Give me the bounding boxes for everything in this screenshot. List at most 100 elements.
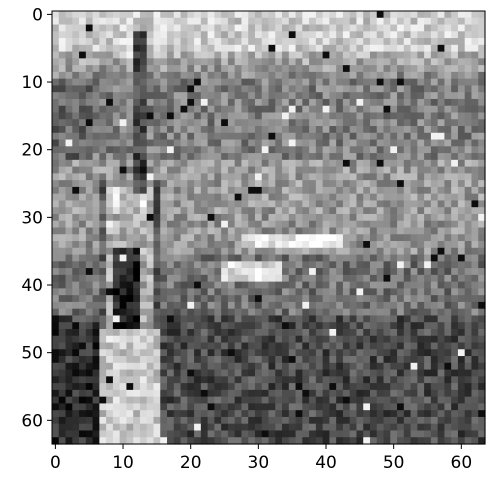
heatmap-cell bbox=[139, 112, 148, 120]
heatmap-cell bbox=[410, 85, 418, 93]
heatmap-cell bbox=[167, 92, 175, 100]
heatmap-cell bbox=[160, 180, 168, 188]
heatmap-cell bbox=[363, 274, 371, 283]
heatmap-cell bbox=[254, 322, 263, 330]
heatmap-cell bbox=[187, 315, 195, 323]
heatmap-cell bbox=[322, 322, 330, 330]
heatmap-cell bbox=[478, 369, 486, 377]
heatmap-cell bbox=[160, 416, 168, 425]
heatmap-cell bbox=[451, 146, 459, 154]
heatmap-cell bbox=[167, 200, 175, 208]
heatmap-cell bbox=[390, 220, 398, 229]
heatmap-cell bbox=[99, 193, 107, 202]
heatmap-cell bbox=[390, 11, 398, 19]
heatmap-cell bbox=[322, 342, 330, 350]
heatmap-cell bbox=[119, 342, 128, 350]
heatmap-cell bbox=[478, 17, 486, 26]
heatmap-cell bbox=[444, 78, 452, 87]
heatmap-cell bbox=[288, 261, 297, 269]
heatmap-cell bbox=[417, 98, 425, 107]
heatmap-cell bbox=[52, 58, 60, 66]
heatmap-cell bbox=[424, 71, 432, 80]
heatmap-cell bbox=[471, 220, 479, 229]
heatmap-cell bbox=[349, 220, 358, 229]
heatmap-cell bbox=[167, 159, 175, 168]
heatmap-cell bbox=[153, 180, 161, 188]
heatmap-cell bbox=[72, 146, 80, 154]
heatmap-cell bbox=[282, 423, 290, 432]
heatmap-cell bbox=[451, 268, 459, 276]
heatmap-cell bbox=[397, 65, 405, 73]
heatmap-cell bbox=[79, 17, 87, 26]
heatmap-cell bbox=[417, 119, 425, 127]
heatmap-cell bbox=[376, 92, 385, 100]
heatmap-cell bbox=[349, 416, 358, 425]
heatmap-cell bbox=[126, 281, 134, 289]
heatmap-cell bbox=[79, 423, 87, 432]
heatmap-cell bbox=[180, 349, 188, 357]
heatmap-cell bbox=[85, 315, 94, 323]
heatmap-cell bbox=[160, 383, 168, 391]
heatmap-cell bbox=[99, 213, 107, 222]
heatmap-cell bbox=[221, 301, 229, 310]
heatmap-cell bbox=[464, 173, 473, 181]
heatmap-cell bbox=[349, 58, 358, 66]
heatmap-cell bbox=[180, 295, 188, 303]
heatmap-cell bbox=[79, 51, 87, 59]
x-tick-label: 30 bbox=[248, 453, 270, 473]
heatmap-cell bbox=[173, 328, 182, 337]
heatmap-cell bbox=[58, 288, 67, 296]
heatmap-cell bbox=[65, 44, 73, 53]
heatmap-cell bbox=[376, 51, 385, 59]
heatmap-cell bbox=[464, 193, 473, 202]
heatmap-cell bbox=[79, 220, 87, 229]
heatmap-cell bbox=[173, 58, 182, 66]
heatmap-cell bbox=[376, 342, 385, 350]
heatmap-cell bbox=[430, 274, 439, 283]
heatmap-cell bbox=[173, 410, 182, 418]
heatmap-cell bbox=[85, 200, 94, 208]
heatmap-cell bbox=[309, 159, 317, 168]
heatmap-cell bbox=[85, 376, 94, 384]
heatmap-cell bbox=[254, 105, 263, 114]
heatmap-cell bbox=[187, 416, 195, 425]
heatmap-cell bbox=[85, 254, 94, 262]
heatmap-cell bbox=[248, 65, 256, 73]
heatmap-cell bbox=[322, 268, 330, 276]
heatmap-cell bbox=[315, 173, 324, 181]
heatmap-cell bbox=[390, 119, 398, 127]
heatmap-cell bbox=[79, 65, 87, 73]
heatmap-cell bbox=[397, 132, 405, 141]
heatmap-cell bbox=[471, 31, 479, 39]
heatmap-cell bbox=[194, 44, 202, 53]
heatmap-cell bbox=[336, 227, 344, 235]
heatmap-cell bbox=[437, 180, 446, 188]
heatmap-cell bbox=[478, 24, 486, 32]
heatmap-cell bbox=[390, 31, 398, 39]
heatmap-cell bbox=[315, 44, 324, 53]
heatmap-cell bbox=[369, 24, 378, 32]
heatmap-cell bbox=[315, 200, 324, 208]
heatmap-cell bbox=[214, 234, 222, 242]
heatmap-cell bbox=[329, 403, 337, 411]
heatmap-cell bbox=[457, 44, 466, 53]
heatmap-cell bbox=[160, 71, 168, 80]
heatmap-cell bbox=[403, 200, 412, 208]
heatmap-cell bbox=[349, 98, 358, 107]
heatmap-cell bbox=[329, 132, 337, 141]
heatmap-cell bbox=[214, 180, 222, 188]
heatmap-cell bbox=[52, 241, 60, 249]
heatmap-cell bbox=[275, 139, 283, 147]
heatmap-cell bbox=[437, 24, 446, 32]
heatmap-cell bbox=[363, 430, 371, 438]
heatmap-cell bbox=[336, 166, 344, 174]
heatmap-cell bbox=[302, 65, 310, 73]
heatmap-cell bbox=[133, 383, 141, 391]
heatmap-cell bbox=[464, 403, 473, 411]
heatmap-cell bbox=[410, 24, 418, 32]
heatmap-cell bbox=[173, 396, 182, 405]
heatmap-cell bbox=[241, 186, 249, 195]
heatmap-cell bbox=[146, 396, 155, 405]
heatmap-cell bbox=[336, 281, 344, 289]
heatmap-cell bbox=[133, 85, 141, 93]
